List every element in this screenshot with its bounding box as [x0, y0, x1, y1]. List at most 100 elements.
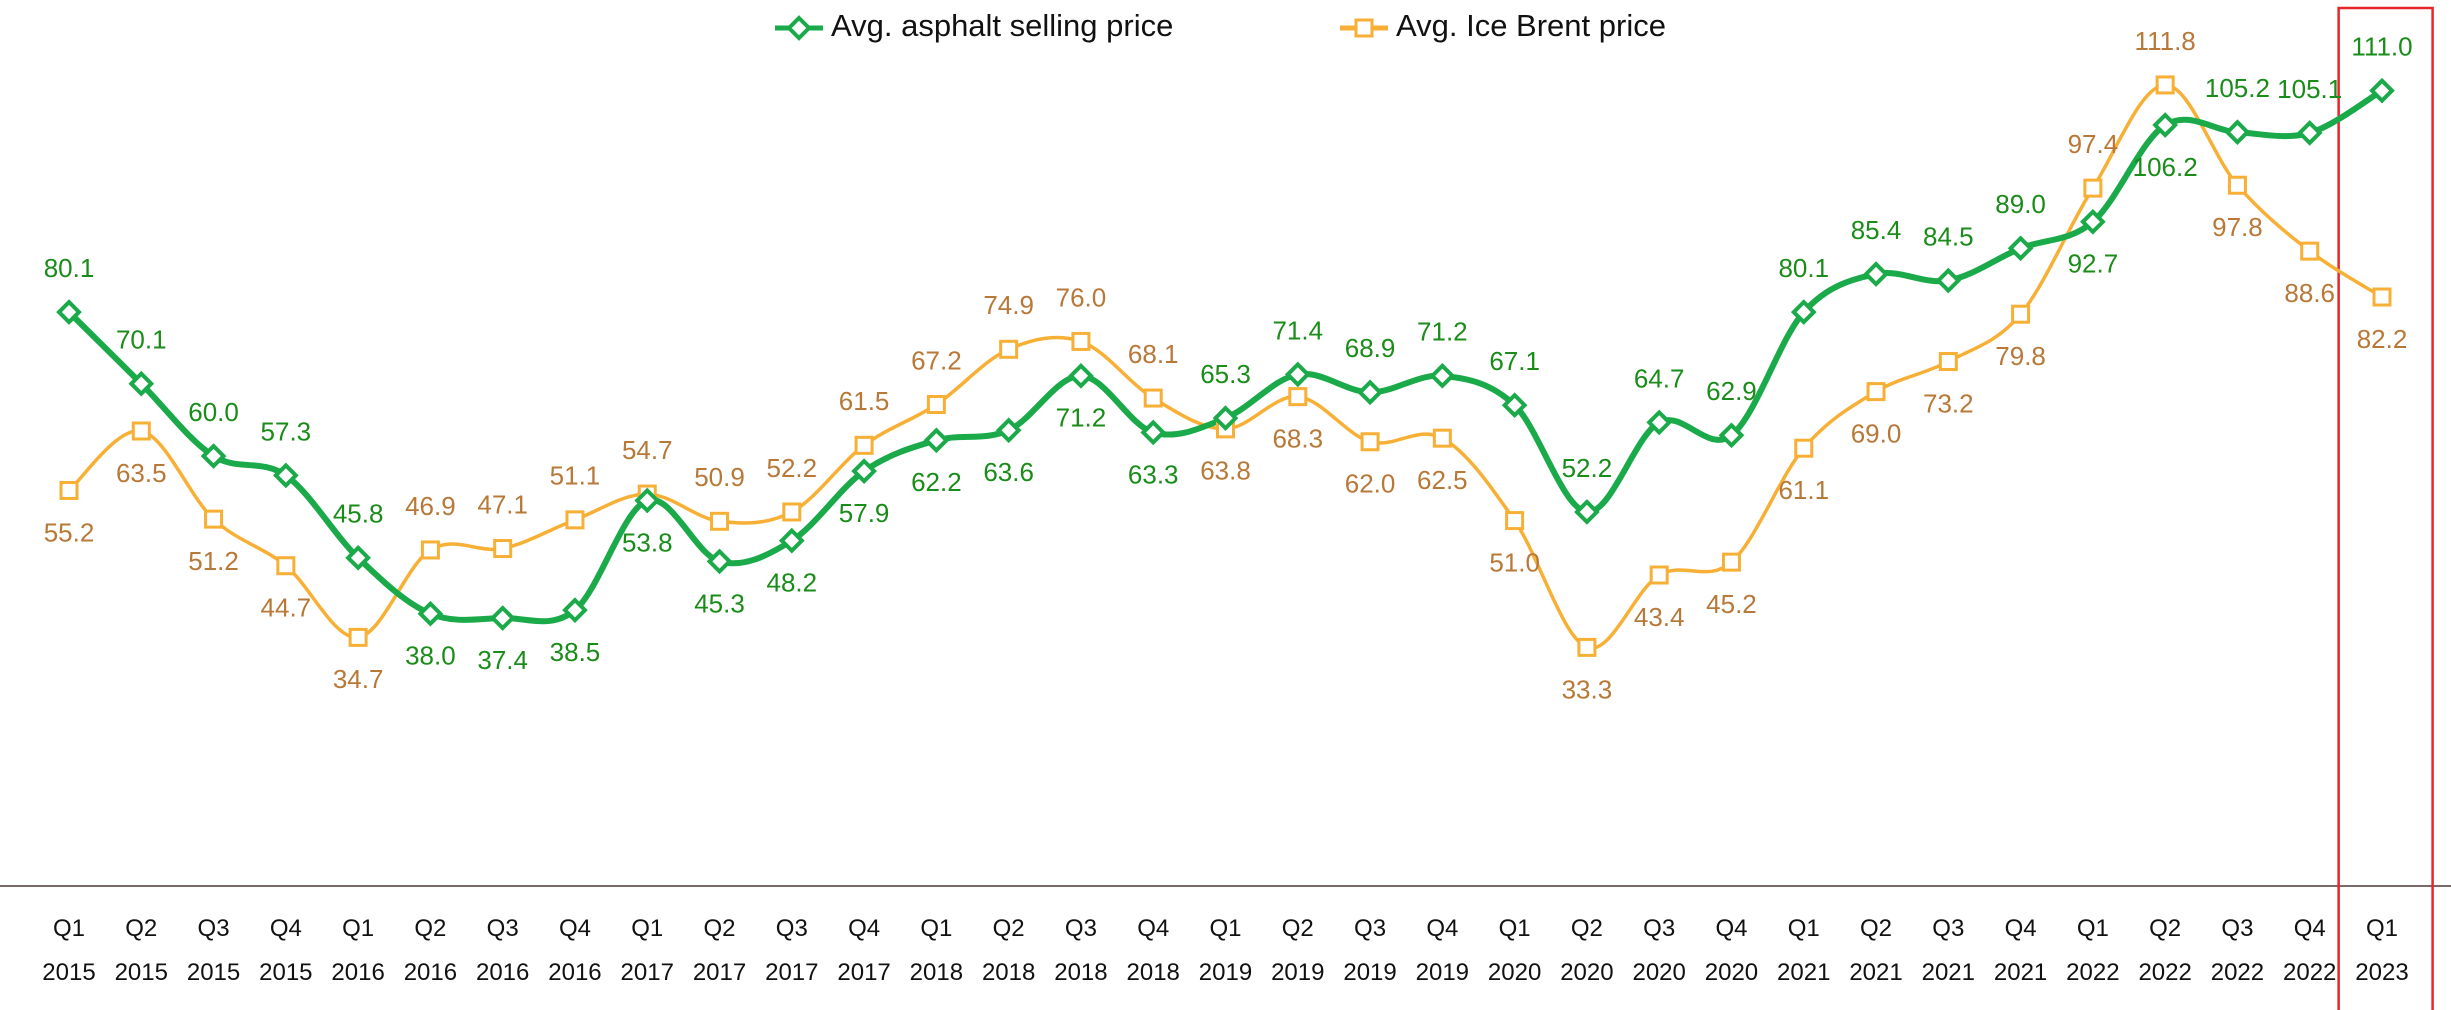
- data-label: 71.4: [1272, 315, 1323, 345]
- marker: [706, 548, 733, 575]
- data-label: 61.1: [1778, 475, 1829, 505]
- year: 2020: [1632, 959, 1685, 986]
- marker: [1432, 428, 1452, 448]
- x-tick-label: Q2 2019: [1271, 915, 1324, 986]
- marker: [1068, 363, 1094, 389]
- x-tick-label: Q1 2015: [42, 915, 95, 986]
- marker: [2011, 304, 2031, 324]
- data-label: 67.1: [1489, 346, 1540, 376]
- marker: [2372, 287, 2392, 307]
- data-label: 53.8: [622, 527, 673, 557]
- legend-label: Avg. Ice Brent price: [1396, 8, 1666, 43]
- marker: [1794, 438, 1814, 458]
- quarter: Q3: [1065, 915, 1097, 942]
- marker: [1863, 261, 1889, 287]
- marker: [1357, 379, 1383, 406]
- year: 2022: [2066, 959, 2119, 986]
- data-label: 48.2: [767, 568, 818, 598]
- data-label: 71.2: [1417, 317, 1468, 347]
- marker: [1501, 392, 1528, 419]
- year: 2017: [693, 959, 746, 986]
- x-tick-label: Q4 2017: [837, 915, 890, 986]
- quarter: Q4: [1715, 915, 1747, 942]
- data-label: 71.2: [1056, 403, 1107, 433]
- x-tick-label: Q2 2015: [115, 915, 168, 986]
- x-tick-label: Q1 2023: [2355, 915, 2408, 986]
- marker: [1360, 432, 1380, 452]
- x-tick-label: Q1 2022: [2066, 915, 2119, 986]
- quarter: Q2: [993, 915, 1025, 942]
- legend-marker: [1354, 18, 1374, 38]
- marker: [204, 509, 224, 529]
- marker: [851, 458, 877, 484]
- quarter: Q3: [487, 915, 519, 942]
- quarter: Q1: [1209, 915, 1241, 942]
- data-label: 38.5: [550, 637, 601, 667]
- quarter: Q1: [342, 915, 374, 942]
- quarter: Q2: [125, 915, 157, 942]
- quarter: Q1: [2366, 915, 2398, 942]
- quarter: Q3: [1932, 915, 1964, 942]
- data-label: 63.3: [1128, 459, 1179, 489]
- data-label: 73.2: [1923, 388, 1974, 418]
- x-tick-label: Q2 2018: [982, 915, 1035, 986]
- year: 2016: [404, 959, 457, 986]
- x-tick-label: Q3 2020: [1632, 915, 1685, 986]
- highlight-box: [2337, 6, 2434, 1010]
- x-tick-label: Q1 2017: [621, 915, 674, 986]
- marker: [1505, 511, 1525, 531]
- year: 2018: [982, 959, 1035, 986]
- marker: [1212, 405, 1239, 431]
- data-label: 46.9: [405, 491, 456, 521]
- year: 2019: [1343, 959, 1396, 986]
- data-label: 84.5: [1923, 221, 1974, 251]
- data-label: 68.1: [1128, 339, 1179, 369]
- quarter: Q3: [1643, 915, 1675, 942]
- data-label: 45.3: [694, 588, 745, 618]
- quarter: Q4: [848, 915, 880, 942]
- quarter: Q4: [270, 915, 302, 942]
- marker: [782, 502, 802, 522]
- data-label: 33.3: [1562, 674, 1613, 704]
- year: 2017: [837, 959, 890, 986]
- x-tick-label: Q2 2022: [2138, 915, 2191, 986]
- year: 2021: [1849, 959, 1902, 986]
- year: 2018: [1127, 959, 1180, 986]
- marker: [1718, 422, 1745, 449]
- marker: [59, 480, 79, 500]
- data-label: 82.2: [2357, 324, 2408, 354]
- marker: [926, 394, 946, 414]
- data-label: 44.7: [261, 593, 312, 623]
- data-label: 55.2: [44, 517, 95, 547]
- year: 2016: [548, 959, 601, 986]
- marker: [1143, 388, 1163, 408]
- x-tick-label: Q3 2022: [2211, 915, 2264, 986]
- year: 2022: [2211, 959, 2264, 986]
- data-label: 80.1: [1778, 253, 1829, 283]
- quarter: Q3: [776, 915, 808, 942]
- data-label: 51.1: [550, 461, 601, 491]
- marker: [1866, 382, 1886, 402]
- year: 2020: [1488, 959, 1541, 986]
- data-label: 69.0: [1851, 418, 1902, 448]
- marker: [345, 545, 371, 571]
- x-tick-label: Q4 2020: [1705, 915, 1758, 986]
- marker: [200, 443, 227, 469]
- year: 2023: [2355, 959, 2408, 986]
- marker: [420, 540, 440, 560]
- data-label: 52.2: [767, 453, 818, 483]
- year: 2022: [2283, 959, 2336, 986]
- year: 2015: [115, 959, 168, 986]
- quarter: Q4: [2005, 915, 2037, 942]
- data-label: 97.4: [2068, 129, 2119, 159]
- marker: [1646, 409, 1673, 436]
- data-label: 79.8: [1995, 341, 2046, 371]
- quarter: Q2: [414, 915, 446, 942]
- marker: [348, 627, 368, 647]
- year: 2018: [910, 959, 963, 986]
- x-tick-label: Q4 2021: [1994, 915, 2047, 986]
- quarter: Q1: [631, 915, 663, 942]
- year: 2018: [1054, 959, 1107, 986]
- x-tick-label: Q1 2016: [331, 915, 384, 986]
- year: 2016: [476, 959, 529, 986]
